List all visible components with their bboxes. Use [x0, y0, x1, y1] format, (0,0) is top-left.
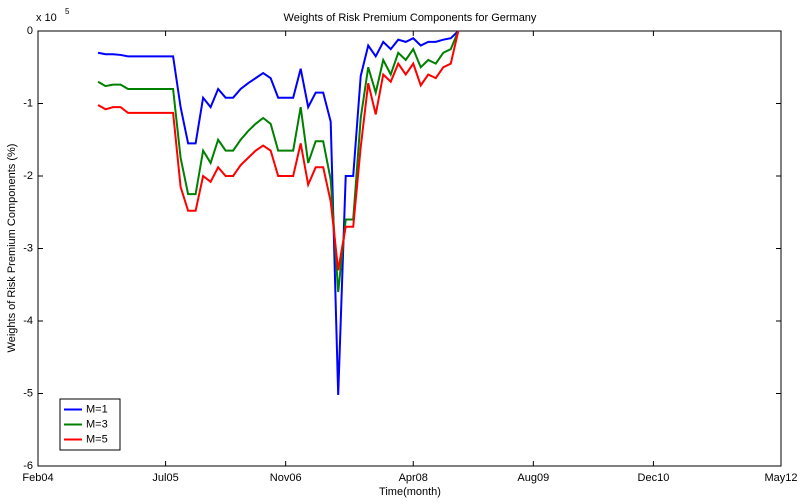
legend-label: M=1	[86, 403, 108, 415]
legend-label: M=3	[86, 418, 108, 430]
y-tick-label: -3	[23, 242, 33, 254]
chart-title: Weights of Risk Premium Components for G…	[284, 12, 537, 24]
x-tick-label: Feb04	[22, 472, 53, 484]
x-tick-label: Nov06	[270, 472, 302, 484]
y-axis-label: Weights of Risk Premium Components (%)	[6, 144, 18, 353]
x-axis-label: Time(month)	[379, 486, 441, 498]
y-multiplier-exponent: 5	[65, 7, 70, 16]
line-series	[97, 30, 460, 293]
legend-label: M=5	[86, 433, 108, 445]
x-tick-label: Dec10	[638, 472, 670, 484]
x-tick-label: Apr08	[399, 472, 428, 484]
y-tick-label: 0	[27, 25, 33, 37]
y-tick-label: -1	[23, 97, 33, 109]
x-tick-label: Aug09	[517, 472, 549, 484]
y-tick-label: -2	[23, 170, 33, 182]
line-series	[97, 30, 460, 271]
x-tick-label: May12	[764, 472, 797, 484]
y-tick-label: -5	[23, 387, 33, 399]
line-series	[97, 30, 459, 395]
y-tick-label: -6	[23, 460, 33, 472]
y-tick-label: -4	[23, 315, 33, 327]
y-multiplier: x 10	[36, 12, 57, 24]
x-tick-label: Jul05	[152, 472, 178, 484]
